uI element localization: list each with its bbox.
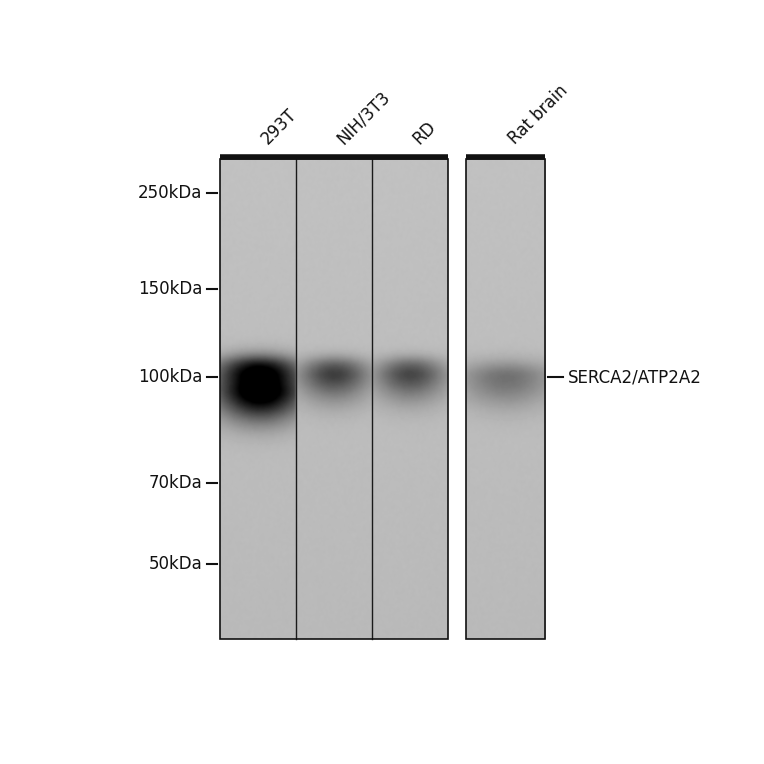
Text: 150kDa: 150kDa [138,280,202,298]
Text: 293T: 293T [257,105,300,147]
Bar [465,160,545,639]
Text: 100kDa: 100kDa [138,368,202,387]
Bar [220,160,448,639]
Text: RD: RD [410,118,440,147]
Text: NIH/3T3: NIH/3T3 [334,87,394,147]
Text: Rat brain: Rat brain [506,81,571,147]
Text: 50kDa: 50kDa [148,555,202,574]
Text: SERCA2/ATP2A2: SERCA2/ATP2A2 [568,368,702,387]
Text: 250kDa: 250kDa [138,184,202,202]
Text: 70kDa: 70kDa [148,474,202,492]
